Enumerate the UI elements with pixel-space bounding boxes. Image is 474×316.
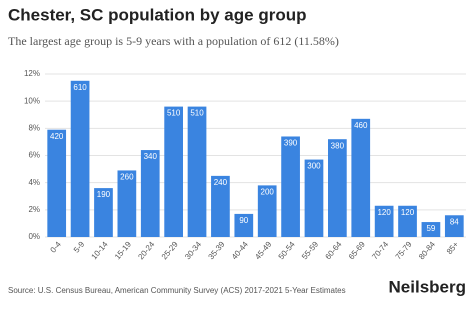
bar <box>257 185 277 237</box>
y-tick-label: 0% <box>28 232 40 241</box>
data-label: 390 <box>284 139 298 148</box>
bar <box>211 175 230 237</box>
data-label: 120 <box>401 208 415 217</box>
bar <box>94 188 113 237</box>
bar <box>444 215 464 237</box>
x-tick-label: 40-44 <box>230 239 250 261</box>
data-label: 610 <box>73 83 87 92</box>
x-tick-label: 25-29 <box>160 239 180 261</box>
bar <box>351 118 371 237</box>
data-label: 84 <box>450 217 459 226</box>
data-label: 90 <box>239 216 248 225</box>
data-label: 460 <box>354 121 368 130</box>
x-tick-label: 70-74 <box>370 239 390 261</box>
x-tick-label: 45-49 <box>253 239 273 261</box>
data-label: 260 <box>120 173 134 182</box>
bar <box>47 129 67 237</box>
bar <box>304 159 324 237</box>
y-tick-label: 10% <box>24 96 40 105</box>
bar <box>398 205 417 237</box>
chart-subtitle: The largest age group is 5-9 years with … <box>8 34 339 48</box>
bar <box>187 106 207 237</box>
data-label: 510 <box>167 109 181 118</box>
data-label: 510 <box>190 109 204 118</box>
data-label: 240 <box>214 178 228 187</box>
x-tick-label: 60-64 <box>323 239 343 261</box>
x-tick-label: 5-9 <box>72 239 87 254</box>
x-tick-label: 65-69 <box>347 239 367 261</box>
brand: Neilsberg <box>389 277 466 296</box>
bar <box>117 170 137 237</box>
bar <box>164 106 183 237</box>
y-tick-label: 2% <box>28 205 40 214</box>
data-label: 200 <box>261 187 275 196</box>
x-tick-label: 35-39 <box>207 239 227 261</box>
y-tick-label: 6% <box>28 151 40 160</box>
y-tick-label: 4% <box>28 178 40 187</box>
data-label: 340 <box>144 152 158 161</box>
x-tick-label: 75-79 <box>394 239 414 261</box>
bar <box>281 136 300 237</box>
x-tick-label: 80-84 <box>417 239 437 261</box>
bar <box>70 80 90 238</box>
bar <box>374 205 394 237</box>
data-label: 120 <box>377 208 391 217</box>
data-label: 59 <box>426 224 435 233</box>
x-tick-label: 20-24 <box>136 239 156 261</box>
data-label: 300 <box>307 162 321 171</box>
x-tick-label: 85+ <box>445 240 461 256</box>
data-label: 190 <box>97 190 111 199</box>
bar <box>140 150 160 237</box>
bar <box>421 222 441 237</box>
data-label: 380 <box>331 141 345 150</box>
bar <box>328 139 347 237</box>
x-tick-label: 10-14 <box>90 239 110 261</box>
data-label: 420 <box>50 132 64 141</box>
x-tick-label: 15-19 <box>113 239 133 261</box>
source: Source: U.S. Census Bureau, American Com… <box>8 286 346 295</box>
bar <box>234 213 254 237</box>
chart-title: Chester, SC population by age group <box>8 5 306 24</box>
x-tick-label: 50-54 <box>277 239 297 261</box>
y-tick-label: 8% <box>28 123 40 132</box>
x-tick-label: 0-4 <box>49 239 64 254</box>
x-tick-label: 30-34 <box>183 239 203 261</box>
x-tick-label: 55-59 <box>300 239 320 261</box>
y-tick-label: 12% <box>24 69 40 78</box>
